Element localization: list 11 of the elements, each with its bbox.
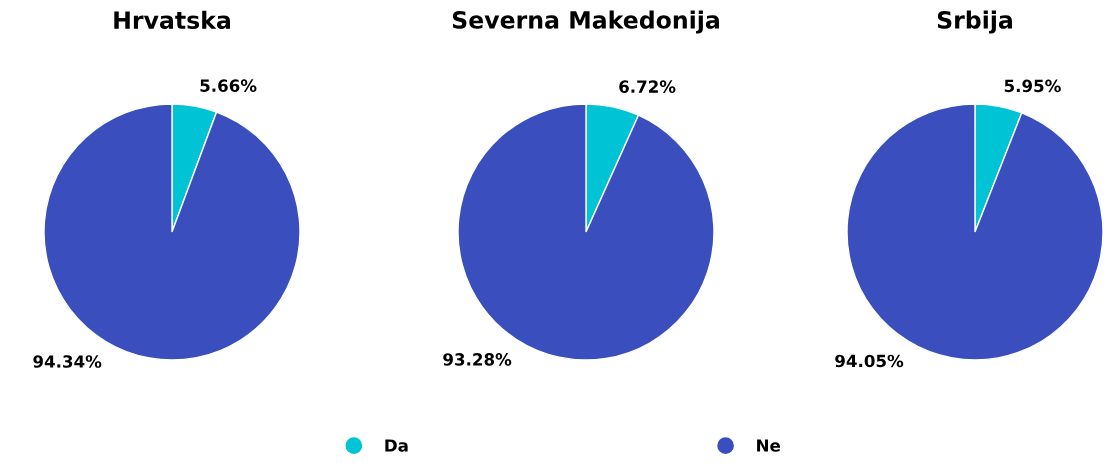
data-label: 93.28% bbox=[443, 353, 512, 366]
data-label: 5.66% bbox=[200, 79, 257, 92]
legend-label: Da bbox=[385, 439, 408, 452]
chart-title: Hrvatska bbox=[114, 10, 230, 30]
legend-label: Ne bbox=[757, 439, 781, 452]
chart-title: Severna Makedonija bbox=[452, 10, 719, 34]
data-label: 94.05% bbox=[835, 354, 904, 368]
data-label: 94.34% bbox=[33, 355, 102, 368]
data-label: 6.72% bbox=[619, 80, 676, 93]
chart-title: Srbija bbox=[937, 10, 1012, 34]
data-label: 5.95% bbox=[1004, 79, 1061, 93]
